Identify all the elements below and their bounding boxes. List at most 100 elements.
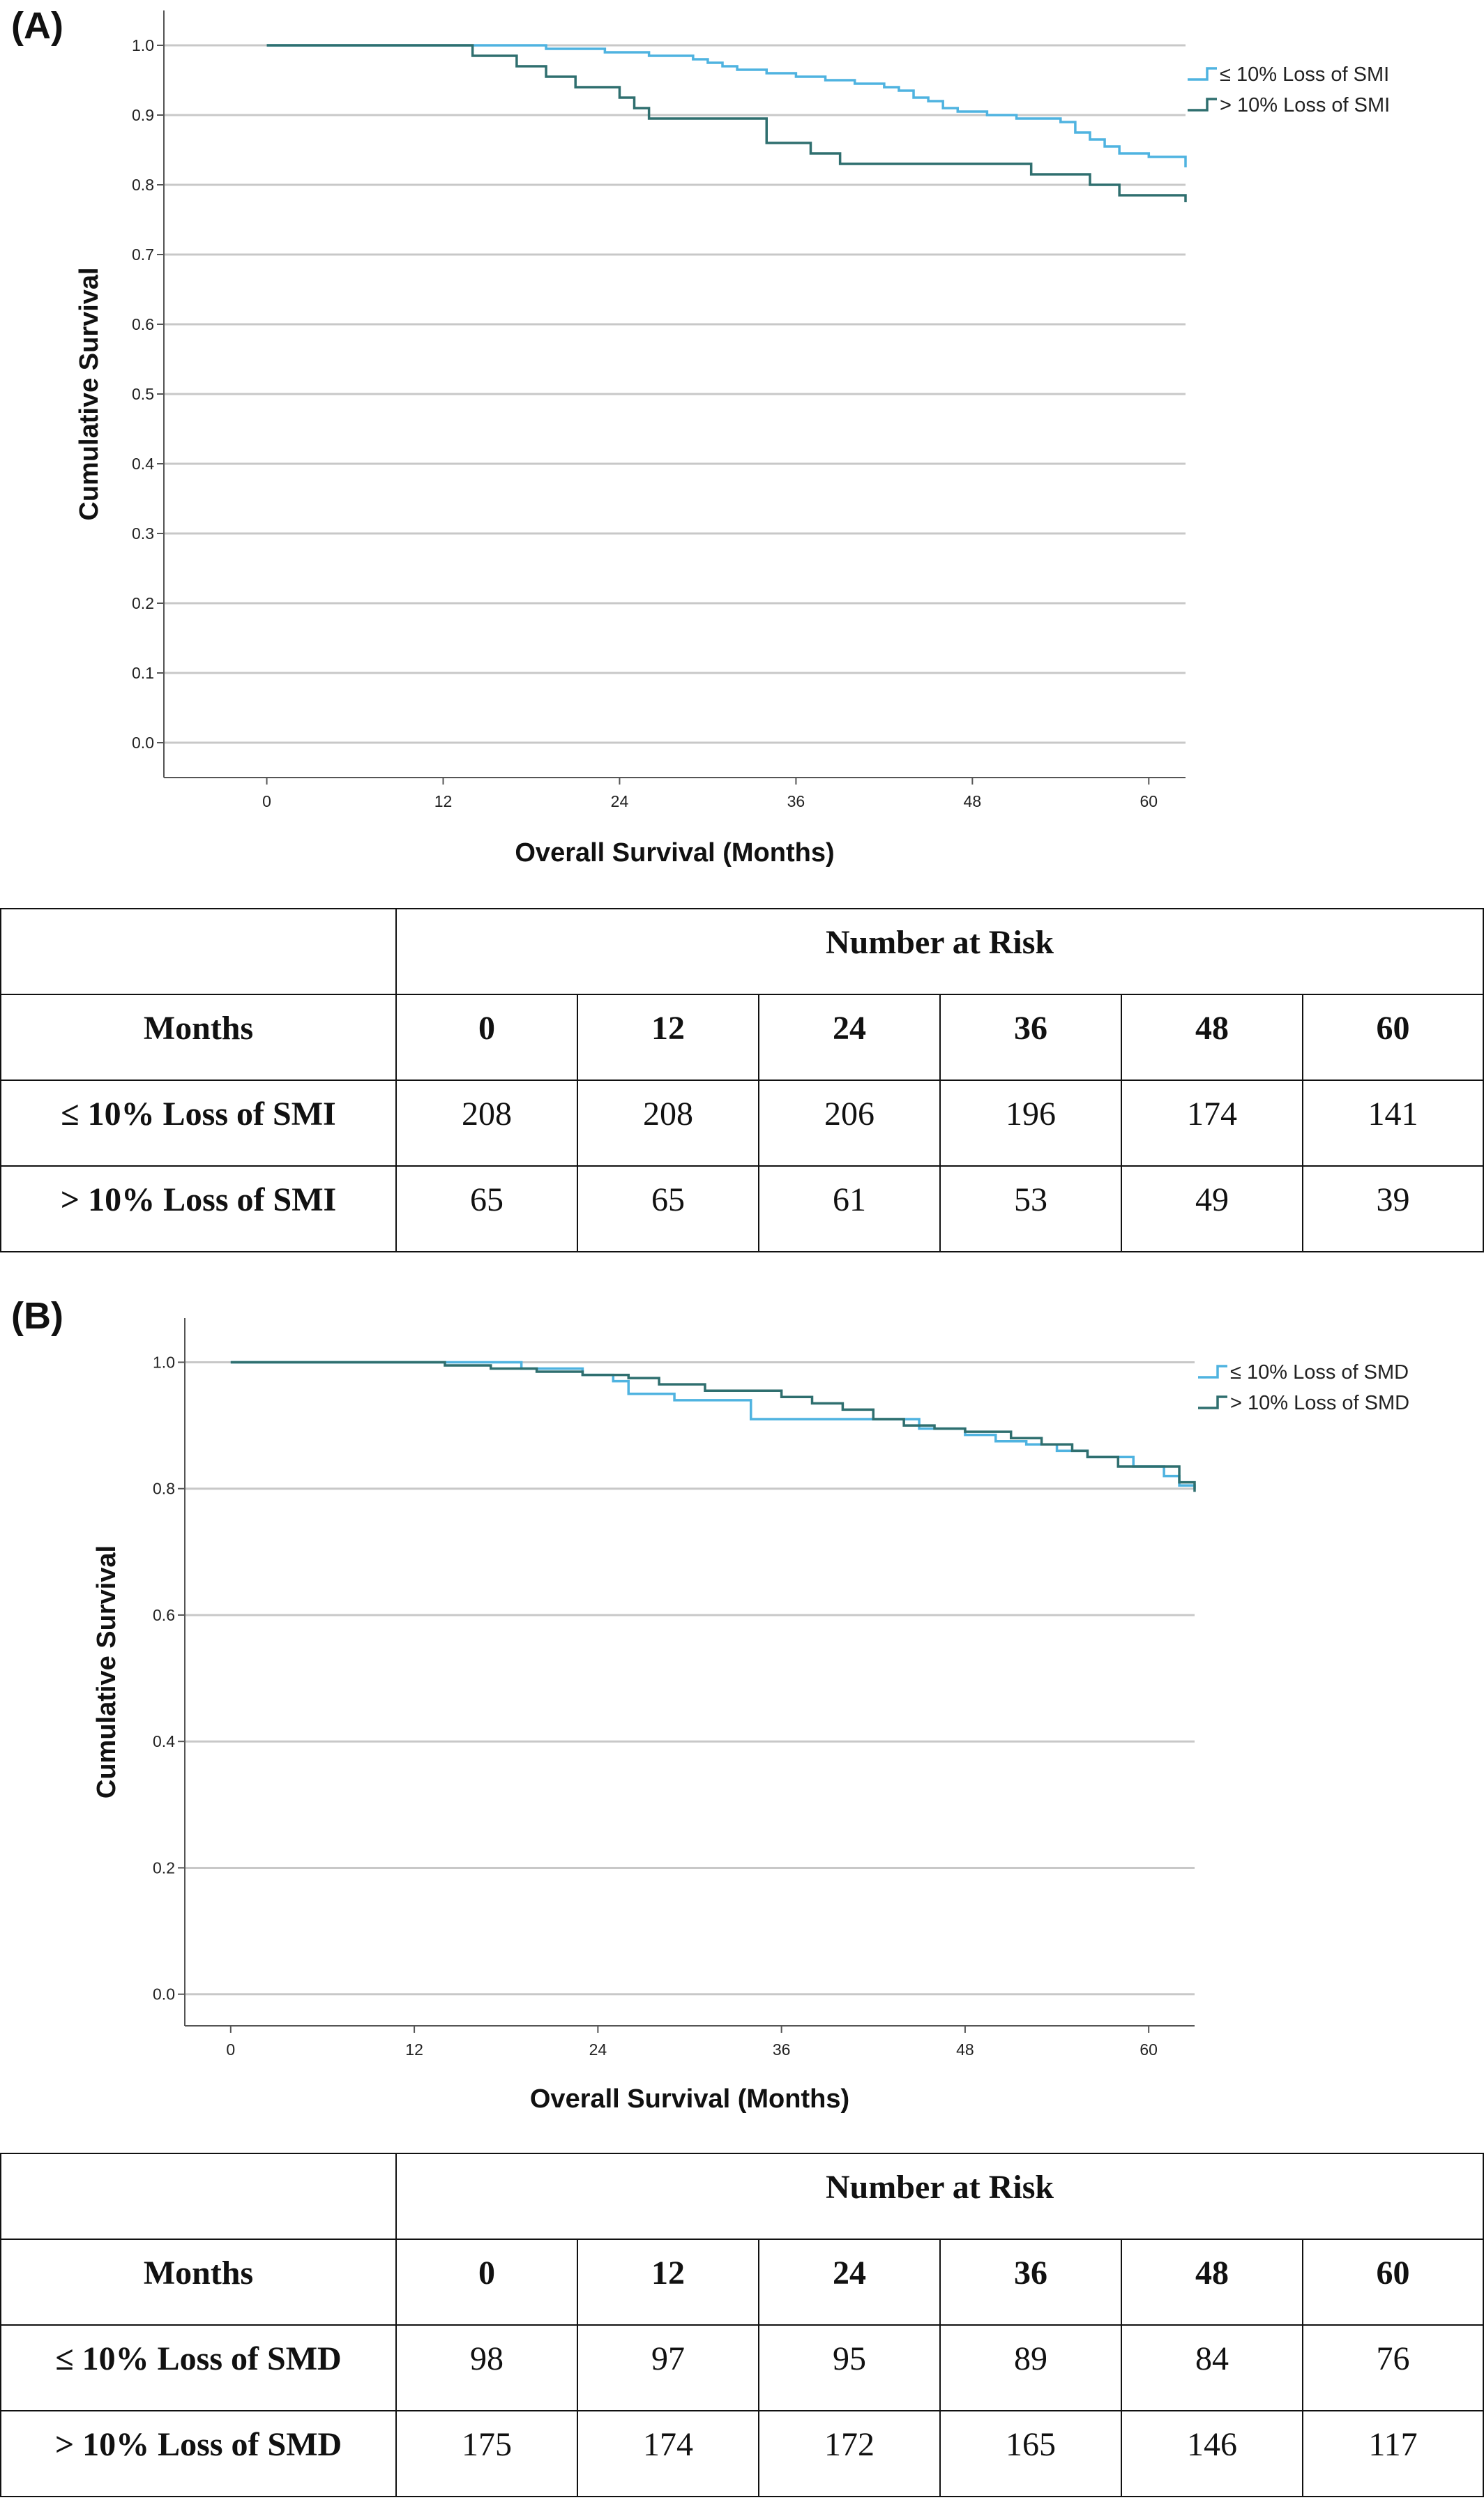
table-header: Number at Risk	[395, 908, 1484, 995]
table-row: Number at Risk	[0, 2153, 1484, 2240]
legend-label: ≤ 10% Loss of SMD	[1230, 1361, 1409, 1384]
risk-value: 76	[1301, 2324, 1484, 2411]
row-label: > 10% Loss of SMI	[0, 1165, 397, 1252]
y-axis-title: Cumulative Survival	[75, 267, 104, 520]
x-tick-label: 0	[262, 792, 271, 810]
month-cell: 0	[395, 994, 578, 1081]
y-tick-label: 0.0	[132, 734, 154, 752]
series-line-2	[230, 1361, 1196, 1492]
survival-chart-b: 0.0 0.2 0.4 0.6 0.8 1.0 0 12 24 36 48 60 Overall Sur…	[92, 1318, 1409, 2114]
series-line-1	[266, 44, 1187, 167]
series-line-2	[266, 44, 1187, 202]
legend-label: > 10% Loss of SMI	[1220, 94, 1390, 116]
series-line-1	[230, 1361, 1196, 1489]
month-cell: 60	[1301, 2239, 1484, 2326]
month-cell: 12	[577, 994, 759, 1081]
x-tick-label: 24	[589, 2040, 607, 2059]
y-tick-label: 0.2	[153, 1858, 175, 1877]
legend-swatch	[1188, 98, 1217, 112]
risk-value: 174	[1121, 1080, 1303, 1167]
y-tick-label: 0.6	[153, 1606, 175, 1624]
risk-value: 146	[1121, 2410, 1303, 2497]
risk-value: 84	[1121, 2324, 1303, 2411]
x-axis-title: Overall Survival (Months)	[530, 2084, 849, 2114]
x-tick-label: 36	[773, 2040, 791, 2059]
y-tick-label: 0.8	[132, 176, 154, 194]
month-cell: 24	[758, 2239, 941, 2326]
legend-item: > 10% Loss of SMD	[1198, 1392, 1409, 1414]
x-tick-label: 24	[611, 792, 629, 810]
x-tick-label: 36	[787, 792, 805, 810]
legend-swatch	[1198, 1395, 1227, 1409]
y-tick-label: 0.3	[132, 524, 154, 543]
x-tick-label: 48	[964, 792, 982, 810]
month-cell: 48	[1121, 994, 1303, 1081]
month-cell: 60	[1301, 994, 1484, 1081]
row-label: > 10% Loss of SMD	[0, 2410, 397, 2497]
table-row: > 10% Loss of SMI 65 65 61 53 49 39	[0, 1165, 1484, 1252]
risk-value: 49	[1121, 1165, 1303, 1252]
legend-item: ≤ 10% Loss of SMI	[1188, 63, 1389, 86]
risk-value: 208	[577, 1080, 759, 1167]
risk-value: 196	[939, 1080, 1122, 1167]
y-tick-label: 0.0	[153, 1985, 175, 2004]
x-axis-title: Overall Survival (Months)	[515, 838, 834, 868]
y-tick-label: 1.0	[153, 1353, 175, 1371]
risk-value: 97	[577, 2324, 759, 2411]
risk-value: 208	[395, 1080, 578, 1167]
y-tick-label: 0.8	[153, 1480, 175, 1498]
risk-value: 65	[577, 1165, 759, 1252]
months-label: Months	[0, 994, 397, 1081]
y-tick-label: 0.4	[132, 455, 154, 473]
risk-value: 165	[939, 2410, 1122, 2497]
y-tick-label: 0.1	[132, 664, 154, 682]
month-cell: 0	[395, 2239, 578, 2326]
risk-table-a: Number at Risk Months 0 12 24 36 48 60 ≤…	[0, 908, 1484, 1252]
month-cell: 24	[758, 994, 941, 1081]
y-tick-label: 0.4	[153, 1732, 175, 1750]
risk-value: 95	[758, 2324, 941, 2411]
row-label: ≤ 10% Loss of SMD	[0, 2324, 397, 2411]
legend-item: ≤ 10% Loss of SMD	[1198, 1361, 1409, 1384]
x-tick-label: 0	[226, 2040, 235, 2059]
months-label: Months	[0, 2239, 397, 2326]
risk-table-b: Number at Risk Months 0 12 24 36 48 60 ≤…	[0, 2153, 1484, 2497]
risk-value: 39	[1301, 1165, 1484, 1252]
month-cell: 48	[1121, 2239, 1303, 2326]
risk-value: 206	[758, 1080, 941, 1167]
legend-label: ≤ 10% Loss of SMI	[1220, 63, 1389, 86]
x-tick-label: 12	[405, 2040, 423, 2059]
panel-b-label: (B)	[11, 1295, 63, 1337]
table-row: Number at Risk	[0, 908, 1484, 995]
month-cell: 12	[577, 2239, 759, 2326]
table-row: Months 0 12 24 36 48 60	[0, 2239, 1484, 2326]
survival-chart-a: 0.0 0.1 0.2 0.3 0.4 0.5 0.6 0.7 0.8 0.9 1.0 0 12 24 36…	[75, 10, 1390, 868]
risk-value: 53	[939, 1165, 1122, 1252]
table-corner-cell	[0, 908, 397, 995]
y-tick-label: 0.2	[132, 594, 154, 612]
y-tick-label: 1.0	[132, 36, 154, 54]
x-tick-label: 60	[1140, 792, 1158, 810]
x-tick-label: 60	[1140, 2040, 1158, 2059]
table-row: > 10% Loss of SMD 175 174 172 165 146 11…	[0, 2410, 1484, 2497]
y-tick-label: 0.5	[132, 385, 154, 403]
risk-value: 175	[395, 2410, 578, 2497]
x-tick-label: 48	[956, 2040, 974, 2059]
table-row: ≤ 10% Loss of SMI 208 208 206 196 174 14…	[0, 1080, 1484, 1167]
legend-item: > 10% Loss of SMI	[1188, 94, 1390, 116]
y-axis-title: Cumulative Survival	[92, 1545, 121, 1798]
risk-value: 61	[758, 1165, 941, 1252]
table-row: Months 0 12 24 36 48 60	[0, 994, 1484, 1081]
table-corner-cell	[0, 2153, 397, 2240]
legend-swatch	[1198, 1365, 1227, 1379]
x-tick-label: 12	[434, 792, 453, 810]
risk-value: 117	[1301, 2410, 1484, 2497]
y-tick-label: 0.9	[132, 106, 154, 124]
legend-label: > 10% Loss of SMD	[1230, 1392, 1409, 1414]
month-cell: 36	[939, 2239, 1122, 2326]
y-tick-label: 0.7	[132, 245, 154, 264]
risk-value: 98	[395, 2324, 578, 2411]
risk-value: 174	[577, 2410, 759, 2497]
table-row: ≤ 10% Loss of SMD 98 97 95 89 84 76	[0, 2324, 1484, 2411]
legend-swatch	[1188, 67, 1217, 81]
